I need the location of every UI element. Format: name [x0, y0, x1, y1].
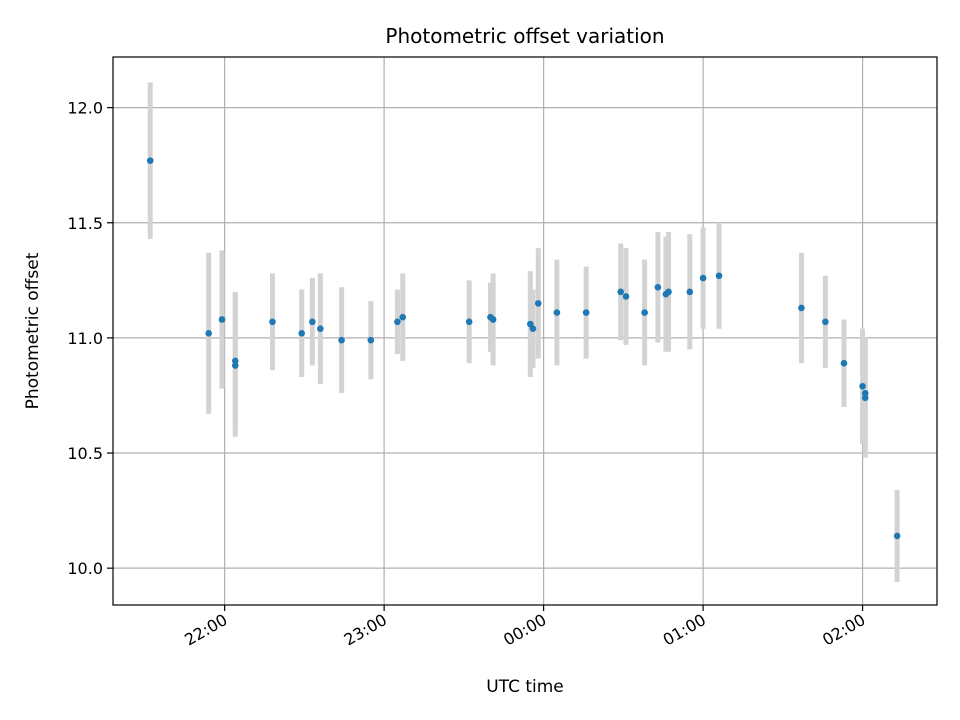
data-point	[399, 313, 407, 321]
data-point	[205, 330, 212, 337]
y-tick-label: 10.0	[67, 559, 103, 578]
y-tick-label: 10.5	[67, 444, 103, 463]
data-point	[218, 316, 226, 323]
data-point	[489, 316, 497, 323]
data-point	[622, 293, 630, 300]
data-point	[534, 300, 542, 307]
data-point	[269, 318, 276, 326]
data-point	[465, 318, 473, 326]
data-point	[861, 389, 869, 397]
data-point	[231, 362, 239, 369]
y-axis-label: Photometric offset	[23, 252, 43, 409]
y-tick-label: 12.0	[67, 99, 103, 118]
data-point	[394, 318, 401, 326]
data-point	[798, 304, 805, 312]
y-tick-label: 11.0	[67, 329, 103, 348]
data-point	[641, 309, 648, 316]
y-axis-ticks: 10.0 10.5 11.0 11.5 12.0	[67, 99, 113, 578]
data-point	[338, 336, 345, 344]
x-axis-label: UTC time	[486, 677, 564, 697]
data-points	[146, 157, 901, 540]
data-point	[231, 357, 239, 365]
y-tick-label: 11.5	[67, 214, 103, 233]
grid	[113, 57, 937, 605]
data-point	[146, 157, 154, 164]
data-point	[309, 318, 316, 326]
data-point	[840, 359, 848, 367]
chart-title: Photometric offset variation	[385, 24, 664, 48]
data-point	[553, 309, 561, 316]
data-point	[893, 532, 901, 540]
data-point	[859, 382, 866, 390]
data-point	[298, 330, 306, 337]
data-point	[654, 283, 662, 291]
data-point	[367, 336, 375, 344]
data-point	[686, 288, 694, 296]
data-point	[529, 325, 537, 332]
data-point	[317, 325, 324, 332]
data-point	[582, 309, 590, 316]
data-point	[861, 394, 869, 402]
data-point	[699, 274, 707, 282]
data-point	[715, 272, 723, 280]
data-point	[665, 288, 672, 296]
data-point	[617, 288, 624, 296]
data-point	[822, 318, 829, 326]
plot-area-frame	[112, 56, 938, 606]
